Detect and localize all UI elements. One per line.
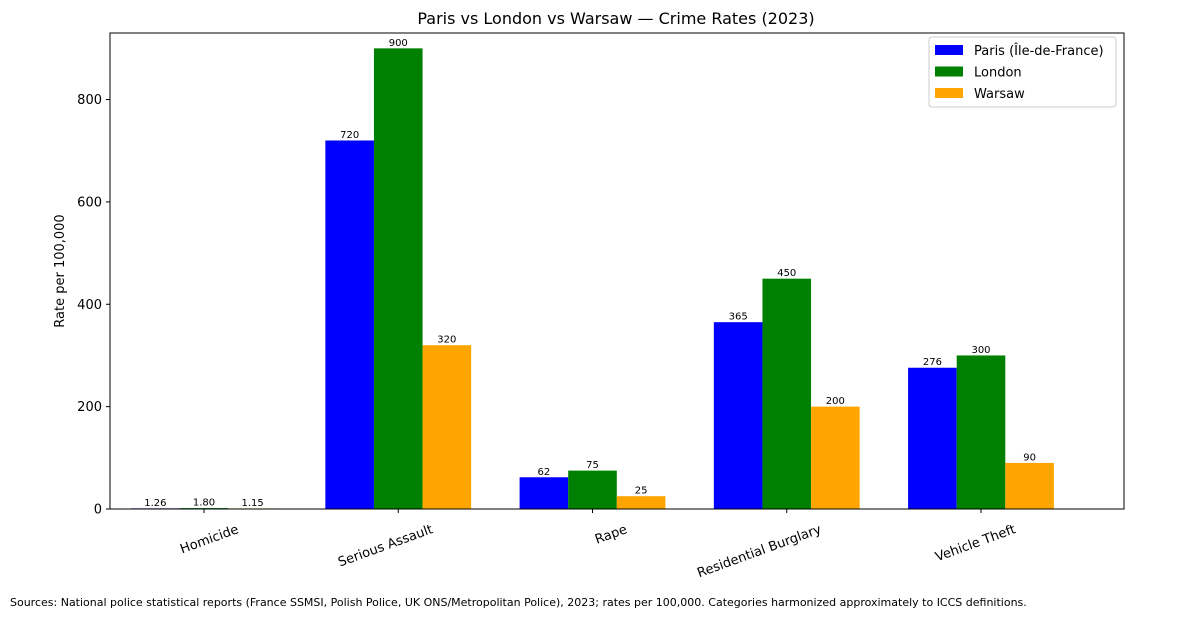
bar bbox=[762, 278, 812, 509]
chart-title: Paris vs London vs Warsaw — Crime Rates … bbox=[417, 9, 814, 28]
bar-value-label: 450 bbox=[777, 268, 796, 279]
bar bbox=[519, 477, 569, 509]
bar-value-label: 900 bbox=[389, 38, 408, 49]
legend-box bbox=[928, 36, 1117, 108]
bar-value-label: 90 bbox=[1023, 452, 1036, 463]
x-tick-label: Homicide bbox=[178, 522, 240, 557]
bar bbox=[422, 345, 472, 509]
bar bbox=[1005, 462, 1054, 509]
plot-area: 0 200 400 600 800 1.26 1.80 1.15 Homicide 720 900 3… bbox=[77, 38, 1054, 581]
legend-swatch bbox=[935, 88, 963, 98]
y-tick-label: 800 bbox=[77, 93, 102, 108]
bar bbox=[908, 367, 957, 509]
legend-label: London bbox=[974, 66, 1022, 81]
bar bbox=[373, 48, 423, 510]
axes-frame bbox=[109, 32, 1125, 510]
x-tick-label: Rape bbox=[593, 522, 629, 547]
legend-swatch bbox=[935, 45, 963, 55]
x-tick-label: Serious Assault bbox=[336, 522, 435, 570]
bar bbox=[325, 140, 374, 509]
legend-label: Paris (Île-de-France) bbox=[974, 43, 1104, 59]
bar bbox=[616, 496, 666, 509]
y-axis-label: Rate per 100,000 bbox=[53, 214, 68, 327]
bar-value-label: 720 bbox=[340, 130, 359, 141]
legend: Paris (Île-de-France) London Warsaw bbox=[928, 36, 1117, 108]
bar-value-label: 62 bbox=[538, 467, 551, 478]
legend-label: Warsaw bbox=[974, 87, 1025, 102]
y-tick-label: 400 bbox=[77, 298, 102, 313]
x-tick-label: Residential Burglary bbox=[695, 522, 823, 581]
y-tick-label: 600 bbox=[77, 195, 102, 210]
bar-value-label: 200 bbox=[826, 396, 845, 407]
bar bbox=[811, 406, 860, 509]
bar bbox=[713, 322, 763, 509]
bar-value-label: 365 bbox=[729, 312, 748, 323]
bar bbox=[568, 470, 617, 509]
bar-value-label: 75 bbox=[586, 460, 599, 471]
bar-value-label: 1.80 bbox=[193, 498, 215, 509]
bar-value-label: 320 bbox=[437, 335, 456, 346]
legend-swatch bbox=[935, 66, 963, 77]
x-tick-label: Vehicle Theft bbox=[933, 522, 1017, 565]
bar bbox=[956, 355, 1006, 509]
bar-value-label: 1.26 bbox=[144, 498, 166, 509]
crime-rates-bar-chart: Paris vs London vs Warsaw — Crime Rates … bbox=[53, 9, 1125, 581]
bar-value-label: 1.15 bbox=[241, 498, 263, 509]
y-tick-label: 200 bbox=[77, 400, 102, 415]
source-footnote: Sources: National police statistical rep… bbox=[10, 596, 1027, 609]
bar-value-label: 276 bbox=[923, 357, 942, 368]
bar-value-label: 300 bbox=[971, 345, 990, 356]
bar-value-label: 25 bbox=[635, 486, 648, 497]
y-tick-label: 0 bbox=[94, 503, 102, 518]
